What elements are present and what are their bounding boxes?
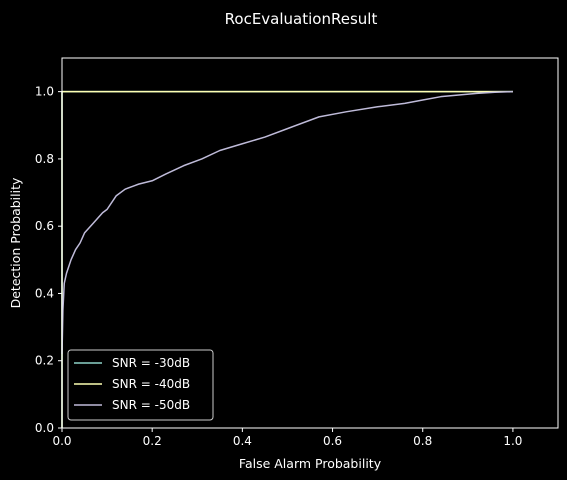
chart-title: RocEvaluationResult — [225, 10, 378, 28]
plot-frame — [61, 57, 559, 429]
x-tick-label: 0.6 — [323, 434, 342, 448]
x-tick-label: 0.0 — [52, 434, 71, 448]
y-tick-label: 0.0 — [35, 421, 54, 435]
legend: SNR = -30dB SNR = -40dB SNR = -50dB — [67, 349, 214, 421]
y-tick-label: 0.8 — [35, 152, 54, 166]
legend-label-1: SNR = -30dB — [112, 356, 190, 370]
x-tick-label: 0.8 — [413, 434, 432, 448]
y-axis-label: Detection Probability — [8, 177, 23, 308]
y-axis-ticks: 0.0 0.2 0.4 0.6 0.8 1.0 — [35, 85, 62, 435]
x-tick-label: 0.2 — [143, 434, 162, 448]
y-tick-label: 0.2 — [35, 354, 54, 368]
y-tick-label: 0.6 — [35, 219, 54, 233]
x-tick-label: 0.4 — [233, 434, 252, 448]
x-tick-label: 1.0 — [503, 434, 522, 448]
y-tick-label: 0.4 — [35, 286, 54, 300]
legend-label-3: SNR = -50dB — [112, 398, 190, 412]
x-axis-ticks: 0.0 0.2 0.4 0.6 0.8 1.0 — [52, 428, 522, 448]
legend-label-2: SNR = -40dB — [112, 377, 190, 391]
legend-box — [67, 349, 214, 421]
y-tick-label: 1.0 — [35, 85, 54, 99]
x-axis-label: False Alarm Probability — [239, 456, 382, 471]
series-line-3 — [61, 90, 513, 355]
